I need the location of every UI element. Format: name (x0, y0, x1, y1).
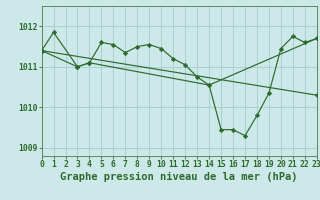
X-axis label: Graphe pression niveau de la mer (hPa): Graphe pression niveau de la mer (hPa) (60, 172, 298, 182)
